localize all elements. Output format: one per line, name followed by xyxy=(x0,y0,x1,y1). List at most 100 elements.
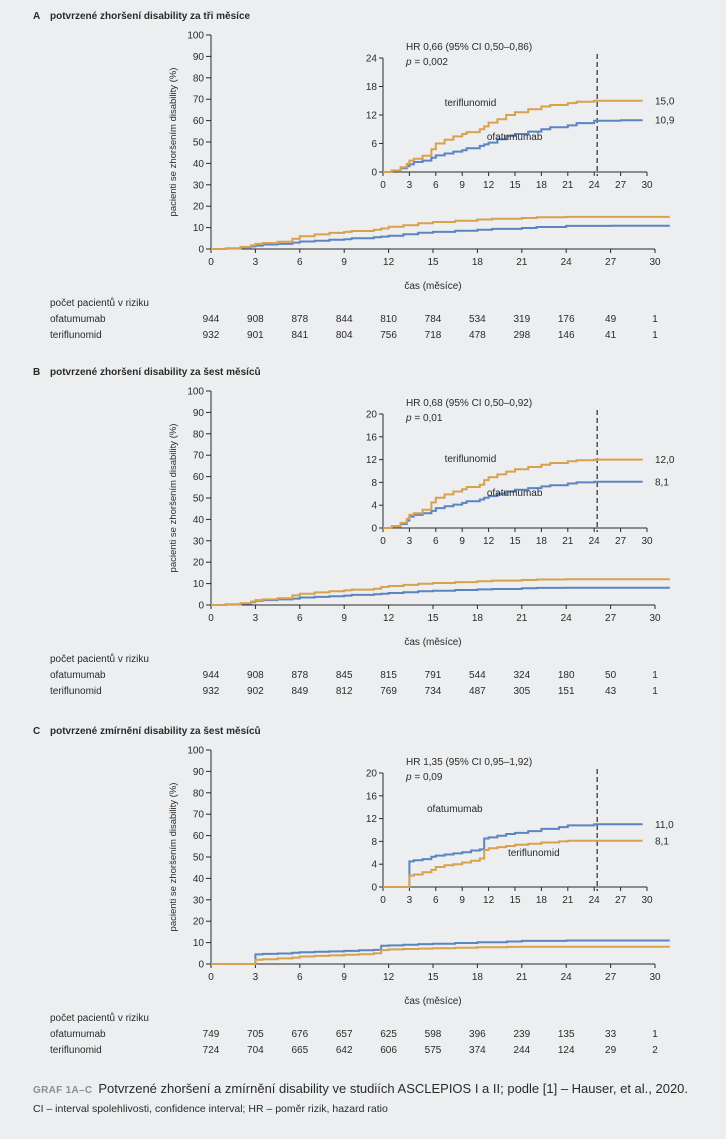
inset-x-tick-label: 24 xyxy=(589,180,601,191)
p-value-number: = 0,002 xyxy=(412,57,449,68)
x-tick-label: 6 xyxy=(297,613,303,624)
risk-value: 878 xyxy=(291,314,308,325)
y-tick-label: 20 xyxy=(193,558,205,569)
risk-value: 49 xyxy=(605,314,617,325)
y-tick-label: 90 xyxy=(193,767,205,778)
risk-value: 33 xyxy=(605,1029,617,1040)
inset-y-tick-label: 16 xyxy=(366,432,378,443)
curve-label-teriflunomid: teriflunomid xyxy=(445,454,497,465)
y-tick-label: 40 xyxy=(193,515,205,526)
y-tick-label: 10 xyxy=(193,938,205,949)
p-value-text: p = 0,002 xyxy=(405,57,448,68)
hazard-ratio-text: HR 0,66 (95% CI 0,50–0,86) xyxy=(406,42,532,53)
end-label-teriflunomid: 8,1 xyxy=(655,836,669,847)
inset-x-tick-label: 0 xyxy=(380,180,386,191)
inset-x-tick-label: 0 xyxy=(380,895,386,906)
risk-row-name: ofatumumab xyxy=(50,314,106,325)
risk-value: 305 xyxy=(513,686,530,697)
risk-table: počet pacientů v riziku ofatumumab 944 908 8… xyxy=(50,297,658,341)
x-axis-label: čas (měsíce) xyxy=(404,996,461,1007)
x-tick-label: 27 xyxy=(605,972,617,983)
y-tick-label: 80 xyxy=(193,788,205,799)
risk-value: 2 xyxy=(652,1045,658,1056)
x-tick-label: 6 xyxy=(297,257,303,268)
y-tick-label: 50 xyxy=(193,138,205,149)
x-tick-label: 9 xyxy=(341,613,347,624)
inset-y-tick-label: 16 xyxy=(366,791,378,802)
risk-value: 841 xyxy=(291,330,308,341)
risk-value: 319 xyxy=(513,314,530,325)
series-ofatumumab-main xyxy=(211,224,670,250)
series-teriflunomid-inset xyxy=(383,458,643,529)
x-tick-label: 12 xyxy=(383,613,395,624)
x-tick-label: 3 xyxy=(253,972,259,983)
risk-value: 812 xyxy=(336,686,353,697)
risk-value: 908 xyxy=(247,670,264,681)
y-tick-label: 0 xyxy=(198,601,204,612)
inset-x-tick-label: 21 xyxy=(562,180,574,191)
y-axis-label: pacienti se zhoršením disability (%) xyxy=(168,424,179,573)
inset-x-tick-label: 12 xyxy=(483,536,495,547)
inset-x-tick-label: 9 xyxy=(459,536,465,547)
y-tick-label: 60 xyxy=(193,472,205,483)
risk-row-name: teriflunomid xyxy=(50,1045,102,1056)
risk-value: 810 xyxy=(380,314,397,325)
risk-value: 944 xyxy=(203,314,220,325)
curve-label-ofatumumab: ofatumumab xyxy=(427,804,483,815)
risk-value: 642 xyxy=(336,1045,353,1056)
p-value-number: = 0,01 xyxy=(412,413,443,424)
x-axis-label: čas (měsíce) xyxy=(404,281,461,292)
risk-value: 908 xyxy=(247,314,264,325)
risk-value: 544 xyxy=(469,670,486,681)
risk-value: 180 xyxy=(558,670,575,681)
y-tick-label: 60 xyxy=(193,116,205,127)
panel-title: potvrzené zhoršení disability za šest mě… xyxy=(50,366,261,378)
x-axis-label: čas (měsíce) xyxy=(404,637,461,648)
x-tick-label: 12 xyxy=(383,257,395,268)
risk-value: 625 xyxy=(380,1029,397,1040)
x-tick-label: 30 xyxy=(649,257,661,268)
inset-x-tick-label: 18 xyxy=(536,180,548,191)
y-tick-label: 40 xyxy=(193,159,205,170)
x-tick-label: 3 xyxy=(253,613,259,624)
end-label-ofatumumab: 11,0 xyxy=(655,820,674,831)
x-tick-label: 24 xyxy=(561,972,573,983)
risk-value: 932 xyxy=(203,686,220,697)
inset-y-tick-label: 0 xyxy=(371,524,377,535)
x-tick-label: 30 xyxy=(649,972,661,983)
inset-chart: 0 4 8 12 16 20 0 3 6 9 12 15 18 21 24 27 30 HR 0,68 (95% … xyxy=(366,398,675,547)
x-tick-label: 6 xyxy=(297,972,303,983)
risk-value: 1 xyxy=(652,1029,658,1040)
risk-value: 135 xyxy=(558,1029,575,1040)
inset-y-tick-label: 18 xyxy=(366,82,378,93)
x-tick-label: 0 xyxy=(208,613,214,624)
end-label-ofatumumab: 8,1 xyxy=(655,477,669,488)
inset-y-tick-label: 8 xyxy=(371,837,377,848)
inset-y-tick-label: 4 xyxy=(371,501,377,512)
hazard-ratio-text: HR 1,35 (95% CI 0,95–1,92) xyxy=(406,757,532,768)
inset-y-tick-label: 12 xyxy=(366,111,378,122)
inset-x-tick-label: 15 xyxy=(509,180,521,191)
inset-x-tick-label: 21 xyxy=(562,895,574,906)
inset-x-tick-label: 24 xyxy=(589,895,601,906)
inset-x-tick-label: 18 xyxy=(536,536,548,547)
y-tick-label: 0 xyxy=(198,245,204,256)
x-tick-label: 21 xyxy=(516,972,528,983)
risk-value: 324 xyxy=(513,670,530,681)
series-ofatumumab-inset xyxy=(383,119,643,173)
risk-row-name: teriflunomid xyxy=(50,330,102,341)
risk-row-name: ofatumumab xyxy=(50,670,106,681)
series-teriflunomid-main xyxy=(211,945,670,965)
inset-x-tick-label: 0 xyxy=(380,536,386,547)
risk-table-header: počet pacientů v riziku xyxy=(50,653,149,665)
risk-value: 657 xyxy=(336,1029,353,1040)
series-teriflunomid-main xyxy=(211,215,670,250)
inset-y-tick-label: 24 xyxy=(366,54,378,65)
inset-x-tick-label: 27 xyxy=(615,895,627,906)
y-tick-label: 40 xyxy=(193,874,205,885)
inset-x-tick-label: 6 xyxy=(433,895,439,906)
risk-value: 606 xyxy=(380,1045,397,1056)
y-tick-label: 50 xyxy=(193,853,205,864)
panel-letter: C xyxy=(33,726,40,737)
inset-y-tick-label: 6 xyxy=(371,139,377,150)
